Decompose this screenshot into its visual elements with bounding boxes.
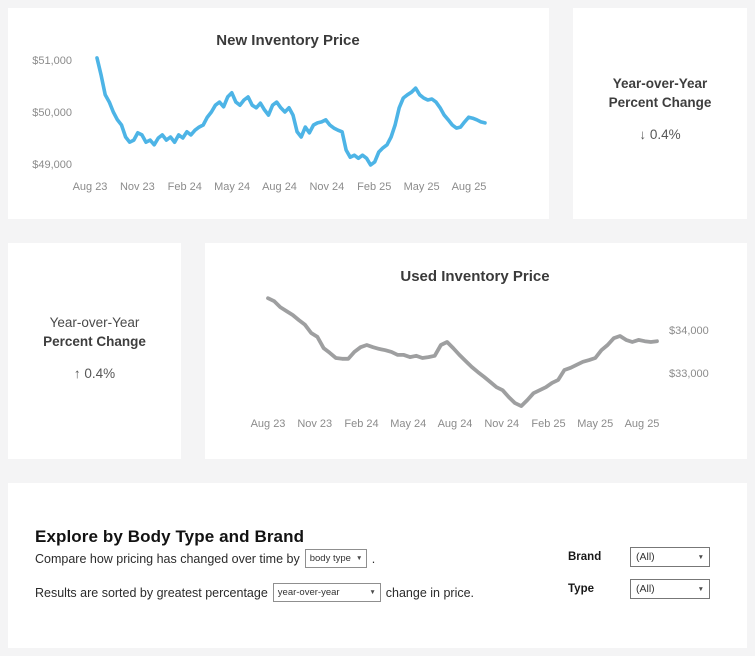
y-tick-label: $51,000 (32, 55, 72, 67)
filter-controls: Brand (All) ▼ Type (All) ▼ (8, 483, 747, 648)
y-tick-label: $50,000 (32, 107, 72, 119)
chevron-down-icon: ▼ (355, 555, 363, 562)
type-filter-dropdown[interactable]: (All) ▼ (630, 579, 710, 599)
x-tick-label: Aug 23 (73, 181, 108, 193)
x-tick-label: Nov 23 (120, 181, 155, 193)
x-tick-label: Aug 23 (251, 418, 286, 430)
brand-filter-dropdown[interactable]: (All) ▼ (630, 547, 710, 567)
explore-heading: Explore by Body Type and Brand (35, 527, 305, 546)
sort-order-dropdown[interactable]: year-over-year ▼ (272, 583, 381, 602)
y-tick-label: $49,000 (32, 159, 72, 171)
brand-filter-label: Brand (568, 551, 602, 563)
kpi-title-line2: Percent Change (43, 334, 146, 349)
chevron-down-icon: ▼ (697, 553, 704, 561)
sentence1-text-after: . (371, 551, 376, 566)
sentence2-text-before: Results are sorted by greatest percentag… (35, 585, 268, 600)
kpi-title-line1: Year-over-Year (49, 315, 140, 330)
x-tick-label: May 25 (404, 181, 440, 193)
sort-order-dropdown-value: year-over-year (277, 587, 340, 598)
chart-title: Used Inventory Price (400, 268, 549, 285)
yoy-new-value: ↓ 0.4% (639, 127, 681, 142)
body-type-dropdown-value: body type (309, 553, 351, 564)
x-tick-label: Aug 24 (262, 181, 297, 193)
x-tick-label: Aug 25 (625, 418, 660, 430)
yoy-new-kpi: Year-over-Year Percent Change ↓ 0.4% (573, 8, 747, 142)
x-tick-label: Nov 24 (309, 181, 344, 193)
brand-filter-value: (All) (636, 551, 655, 563)
new_inventory-line (95, 56, 487, 167)
x-tick-label: May 24 (214, 181, 250, 193)
x-tick-label: Nov 24 (484, 418, 519, 430)
type-filter-label: Type (568, 583, 594, 595)
x-tick-label: May 25 (577, 418, 613, 430)
x-tick-label: Feb 24 (344, 418, 378, 430)
yoy-used-kpi: Year-over-Year Percent Change ↑ 0.4% (8, 243, 181, 381)
x-tick-label: May 24 (390, 418, 426, 430)
chart-title: New Inventory Price (216, 32, 359, 49)
used_inventory-line (266, 296, 659, 409)
x-tick-label: Nov 23 (297, 418, 332, 430)
x-tick-label: Feb 25 (531, 418, 565, 430)
sort-sentence: Results are sorted by greatest percentag… (35, 583, 474, 602)
body-type-dropdown[interactable]: body type ▼ (304, 549, 367, 568)
compare-sentence: Compare how pricing has changed over tim… (35, 549, 375, 568)
yoy-new-panel: Year-over-Year Percent Change ↓ 0.4% (573, 8, 747, 219)
kpi-title-line1: Year-over-Year (612, 76, 708, 91)
x-tick-label: Aug 24 (438, 418, 473, 430)
sentence1-text-before: Compare how pricing has changed over tim… (35, 551, 300, 566)
y-tick-label: $34,000 (669, 325, 709, 337)
y-tick-label: $33,000 (669, 368, 709, 380)
x-tick-label: Aug 25 (452, 181, 487, 193)
chevron-down-icon: ▼ (369, 589, 376, 596)
yoy-used-panel: Year-over-Year Percent Change ↑ 0.4% (8, 243, 181, 459)
sentence2-text-after: change in price. (385, 585, 475, 600)
chevron-down-icon: ▼ (697, 585, 704, 593)
new-inventory-panel: New Inventory Price $51,000 $50,000 $49,000… (8, 8, 549, 219)
used-inventory-panel: Used Inventory Price $34,000 $33,000 Aug 23… (205, 243, 747, 459)
new-inventory-chart: New Inventory Price $51,000 $50,000 $49,000… (32, 32, 487, 193)
type-filter-value: (All) (636, 583, 655, 595)
used-inventory-chart: Used Inventory Price $34,000 $33,000 Aug 23… (251, 268, 709, 430)
x-tick-label: Feb 25 (357, 181, 391, 193)
kpi-title-line2: Percent Change (608, 95, 712, 110)
brand-filter-row: Brand (All) ▼ (568, 547, 710, 567)
yoy-used-value: ↑ 0.4% (73, 366, 116, 381)
x-tick-label: Feb 24 (168, 181, 202, 193)
type-filter-row: Type (All) ▼ (568, 579, 710, 599)
explore-panel: Explore by Body Type and Brand Compare h… (8, 483, 747, 648)
